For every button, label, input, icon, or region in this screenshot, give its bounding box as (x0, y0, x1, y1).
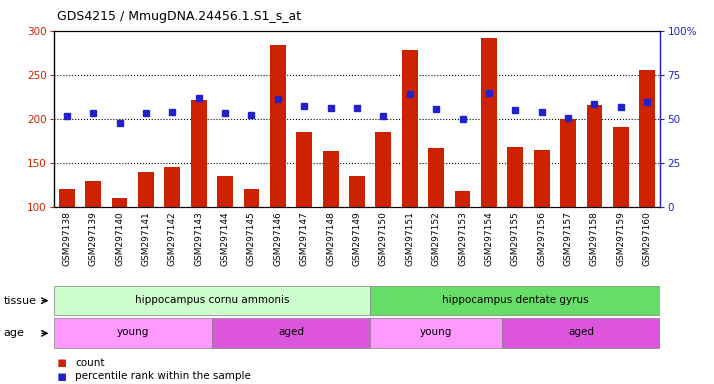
Text: GSM297145: GSM297145 (247, 211, 256, 266)
Text: GSM297151: GSM297151 (406, 211, 414, 266)
Text: GSM297138: GSM297138 (62, 211, 71, 266)
Text: GSM297155: GSM297155 (511, 211, 520, 266)
Text: GSM297160: GSM297160 (643, 211, 652, 266)
Text: aged: aged (278, 328, 304, 338)
Bar (428, 148, 444, 207)
Bar (59, 189, 75, 207)
Text: age: age (4, 328, 24, 338)
Text: GDS4215 / MmugDNA.24456.1.S1_s_at: GDS4215 / MmugDNA.24456.1.S1_s_at (57, 10, 301, 23)
Text: GSM297157: GSM297157 (563, 211, 573, 266)
Bar (243, 189, 259, 207)
Text: GSM297156: GSM297156 (537, 211, 546, 266)
Text: ▪: ▪ (57, 355, 68, 371)
Bar (502, 318, 660, 348)
Text: GSM297147: GSM297147 (300, 211, 308, 266)
Bar (402, 50, 418, 207)
Text: GSM297149: GSM297149 (353, 211, 361, 266)
Text: hippocampus cornu ammonis: hippocampus cornu ammonis (135, 295, 289, 305)
Bar (370, 318, 502, 348)
Bar (191, 101, 206, 207)
Text: GSM297148: GSM297148 (326, 211, 335, 266)
Text: GSM297150: GSM297150 (379, 211, 388, 266)
Text: GSM297154: GSM297154 (484, 211, 493, 266)
Text: ▪: ▪ (57, 369, 68, 384)
Text: percentile rank within the sample: percentile rank within the sample (75, 371, 251, 381)
Text: GSM297139: GSM297139 (89, 211, 98, 266)
Bar (54, 286, 370, 315)
Text: young: young (420, 328, 453, 338)
Bar (349, 177, 365, 207)
Bar (138, 172, 154, 207)
Bar (270, 45, 286, 207)
Text: GSM297146: GSM297146 (273, 211, 282, 266)
Bar (323, 151, 338, 207)
Text: count: count (75, 358, 104, 368)
Bar (296, 132, 312, 207)
Bar (212, 318, 370, 348)
Text: GSM297140: GSM297140 (115, 211, 124, 266)
Text: tissue: tissue (4, 296, 36, 306)
Bar (370, 286, 660, 315)
Text: aged: aged (568, 328, 594, 338)
Bar (613, 127, 629, 207)
Bar (85, 181, 101, 207)
Bar (639, 70, 655, 207)
Bar (217, 175, 233, 207)
Text: GSM297153: GSM297153 (458, 211, 467, 266)
Bar (587, 105, 603, 207)
Bar (508, 147, 523, 207)
Text: GSM297144: GSM297144 (221, 211, 230, 266)
Bar (111, 198, 127, 207)
Bar (481, 38, 497, 207)
Bar (560, 119, 576, 207)
Text: GSM297158: GSM297158 (590, 211, 599, 266)
Bar (534, 150, 550, 207)
Bar (54, 318, 212, 348)
Text: GSM297152: GSM297152 (432, 211, 441, 266)
Text: young: young (116, 328, 149, 338)
Bar (164, 167, 180, 207)
Text: GSM297159: GSM297159 (616, 211, 625, 266)
Bar (376, 132, 391, 207)
Bar (455, 192, 471, 207)
Text: GSM297141: GSM297141 (141, 211, 151, 266)
Text: hippocampus dentate gyrus: hippocampus dentate gyrus (442, 295, 588, 305)
Text: GSM297143: GSM297143 (194, 211, 203, 266)
Text: GSM297142: GSM297142 (168, 211, 177, 266)
